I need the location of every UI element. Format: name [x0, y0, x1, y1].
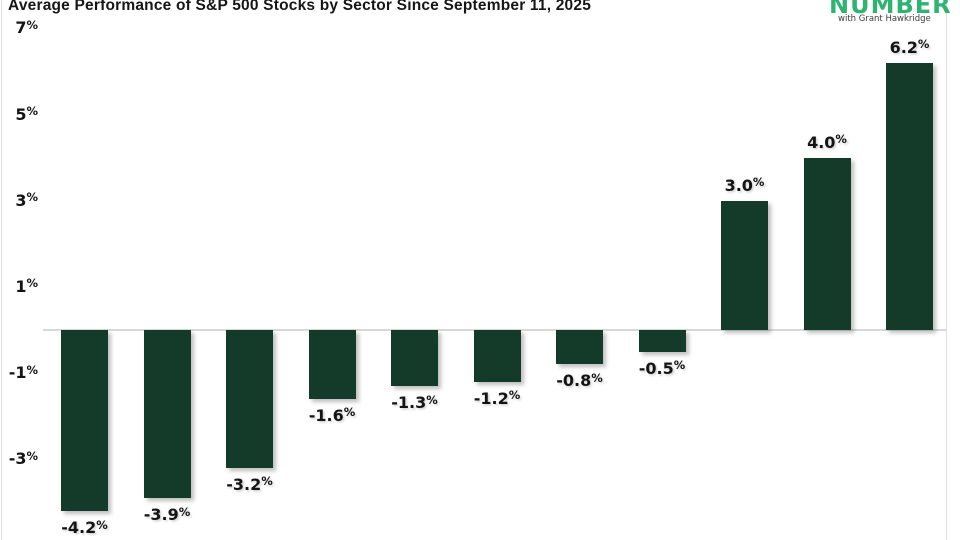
percent-sign: %: [26, 17, 38, 32]
bar-value-label: -4.2%: [61, 517, 108, 538]
percent-sign: %: [26, 448, 38, 463]
bar-value-label: -0.5%: [638, 358, 686, 378]
bar: [226, 330, 273, 468]
y-axis-tick: 5%: [15, 104, 38, 124]
brand-logo-number: NUMBER: [829, 0, 952, 19]
bar-value-label: -3.9%: [143, 504, 191, 525]
y-axis-tick: -1%: [8, 362, 38, 383]
percent-sign: %: [26, 362, 38, 377]
percent-sign: %: [26, 276, 38, 291]
percent-sign: %: [752, 175, 765, 190]
left-edge-line: [1, 0, 2, 540]
bar: [803, 157, 851, 330]
bar-value-label: -3.2%: [226, 474, 273, 494]
bar: [308, 330, 356, 399]
right-edge-line: [946, 0, 947, 540]
chart-title: Average Performance of S&P 500 Stocks by…: [8, 0, 592, 14]
percent-sign: %: [96, 517, 108, 532]
bar-value-label: 3.0%: [724, 175, 765, 195]
bar-value-label: -1.6%: [308, 405, 356, 425]
bar-value-label: -1.2%: [473, 388, 521, 408]
bar: [391, 330, 438, 387]
bar: [556, 330, 603, 365]
brand-tagline: with Grant Hawkridge: [838, 14, 931, 24]
percent-sign: %: [591, 370, 603, 385]
bar-value-label: -0.8%: [556, 370, 603, 391]
y-axis-tick: 3%: [15, 190, 38, 210]
bar-value-label: 6.2%: [889, 37, 930, 57]
bar-value-label: 4.0%: [807, 132, 847, 152]
percent-sign: %: [508, 388, 521, 403]
percent-sign: %: [917, 37, 930, 52]
percent-sign: %: [835, 132, 847, 147]
y-axis-tick: 7%: [15, 17, 38, 38]
percent-sign: %: [178, 504, 191, 519]
bar: [886, 62, 933, 330]
bar: [143, 330, 191, 499]
y-axis-tick: -3%: [8, 448, 38, 469]
percent-sign: %: [26, 104, 38, 118]
bar-value-label: -1.3%: [391, 392, 438, 413]
bar: [638, 330, 686, 352]
percent-sign: %: [673, 358, 686, 373]
percent-sign: %: [343, 405, 356, 420]
bar: [473, 330, 521, 382]
bar: [61, 330, 108, 512]
percent-sign: %: [26, 190, 38, 205]
percent-sign: %: [426, 392, 438, 407]
percent-sign: %: [261, 474, 273, 489]
y-axis-tick: 1%: [15, 276, 38, 296]
bar: [721, 200, 768, 330]
